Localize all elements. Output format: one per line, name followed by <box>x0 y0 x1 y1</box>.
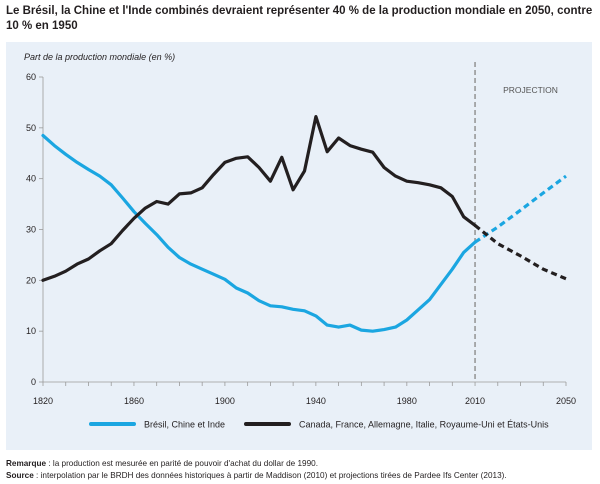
y-tick-label: 10 <box>26 326 36 336</box>
source-note: Source : interpolation par le BRDH des d… <box>6 470 594 482</box>
remark-text: : la production est mesurée en parité de… <box>46 459 318 468</box>
y-tick-label: 20 <box>26 275 36 285</box>
line-chart: Part de la production mondiale (en %) 0 10… <box>24 52 576 430</box>
source-label: Source <box>6 471 34 480</box>
x-tick-label: 1940 <box>306 396 326 406</box>
y-tick-label: 50 <box>26 123 36 133</box>
chart-notes: Remarque : la production est mesurée en … <box>6 458 594 482</box>
y-tick-label: 30 <box>26 225 36 235</box>
series-line-2 <box>41 114 477 282</box>
legend-label-2: Canada, France, Allemagne, Italie, Royau… <box>299 420 549 430</box>
remark-label: Remarque <box>6 459 47 468</box>
y-tick-label: 40 <box>26 174 36 184</box>
series-projection-2 <box>473 224 567 281</box>
x-tick-label: 2050 <box>556 396 576 406</box>
x-tick-label: 2010 <box>465 396 485 406</box>
x-tick-label: 1900 <box>215 396 235 406</box>
x-tick-label: 1820 <box>33 396 53 406</box>
series-line-1 <box>41 133 477 333</box>
chart-panel: Part de la production mondiale (en %) 0 10… <box>6 42 592 450</box>
source-text: : interpolation par le BRDH des données … <box>33 471 507 480</box>
legend-label-1: Brésil, Chine et Inde <box>144 420 225 430</box>
series-projection-1 <box>474 174 567 244</box>
chart-title: Le Brésil, la Chine et l'Inde combinés d… <box>6 5 593 32</box>
y-tick-label: 0 <box>31 377 36 387</box>
y-tick-label: 60 <box>26 72 36 82</box>
y-axis-label: Part de la production mondiale (en %) <box>24 52 175 62</box>
x-tick-label: 1860 <box>124 396 144 406</box>
remark-note: Remarque : la production est mesurée en … <box>6 458 594 470</box>
projection-label: PROJECTION <box>503 85 558 95</box>
x-tick-label: 1980 <box>397 396 417 406</box>
